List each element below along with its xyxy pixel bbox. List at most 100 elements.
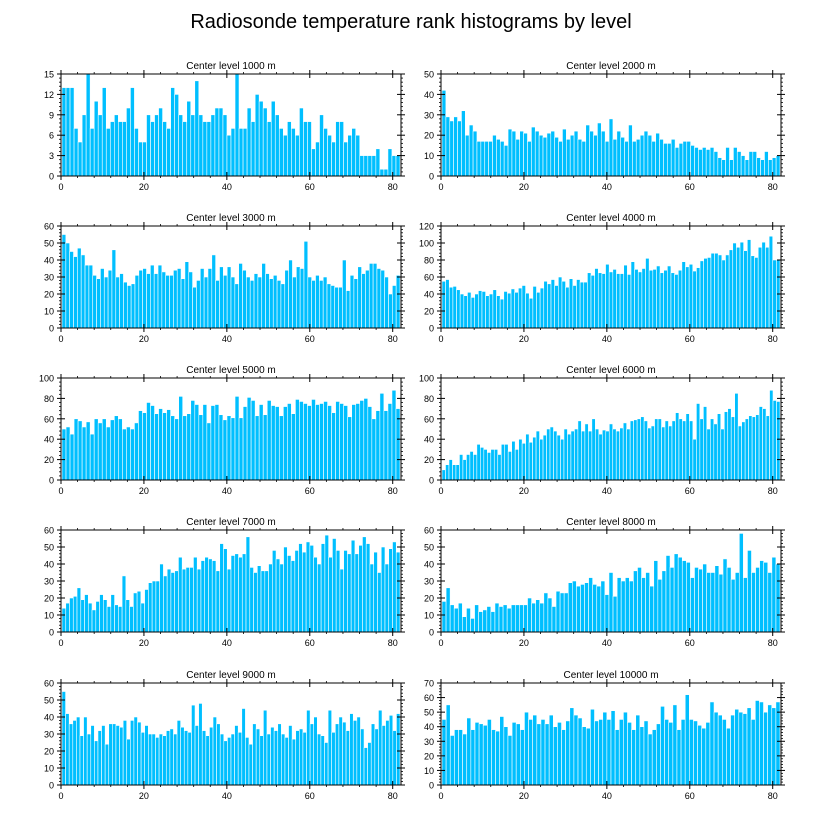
bar (230, 417, 236, 481)
bar (767, 572, 773, 633)
x-tick-label: 0 (58, 791, 63, 801)
bar (322, 276, 328, 329)
bar (454, 729, 459, 786)
y-tick-label: 15 (44, 70, 54, 80)
bar (595, 428, 600, 481)
bar (303, 121, 308, 177)
bar (525, 292, 530, 329)
bar (561, 729, 566, 786)
bar (594, 268, 599, 329)
y-tick-label: 20 (424, 131, 434, 141)
bar (118, 418, 123, 481)
bar (737, 425, 742, 481)
bar (511, 130, 517, 177)
bar (73, 256, 78, 329)
bar (577, 717, 583, 786)
bar (480, 447, 485, 481)
bar (159, 563, 164, 633)
panel-title: Center level 4000 m (566, 213, 656, 224)
bar (371, 418, 377, 481)
bar (491, 729, 496, 786)
x-tick-label: 80 (768, 486, 778, 496)
bar (661, 570, 667, 633)
y-tick-label: 60 (44, 526, 54, 536)
bar (114, 114, 119, 177)
bar (457, 602, 463, 633)
bar (532, 714, 538, 786)
x-tick-label: 40 (222, 791, 232, 801)
y-tick-label: 80 (44, 394, 54, 404)
bar (342, 259, 347, 329)
bar (328, 556, 333, 633)
bar (554, 136, 559, 177)
bar (629, 580, 634, 633)
bar (496, 138, 501, 177)
bar (547, 283, 552, 329)
bar (696, 403, 701, 481)
bar (514, 449, 519, 481)
bar (510, 288, 515, 329)
bar (468, 124, 474, 177)
bar (651, 729, 657, 786)
bar (482, 609, 488, 633)
bar (302, 731, 307, 786)
panel-8: Center level 8000 m 0 10 20 30 40 50 60 0 20 40 60 8… (424, 517, 785, 648)
bar (343, 141, 348, 177)
bar (755, 567, 760, 633)
bar (534, 130, 540, 177)
bar (368, 263, 374, 329)
bar (500, 443, 506, 481)
bar (234, 553, 239, 633)
bar (713, 711, 719, 786)
bar (339, 121, 344, 177)
bar (331, 731, 336, 786)
bar (717, 714, 723, 786)
bar (166, 409, 171, 481)
bar (714, 565, 720, 633)
bar (585, 727, 591, 786)
bar (565, 720, 571, 786)
bar (268, 563, 273, 633)
bar (307, 121, 312, 177)
bar (556, 434, 561, 481)
bar (315, 141, 320, 177)
bar (357, 266, 362, 329)
bar (77, 141, 83, 177)
bar (103, 276, 109, 329)
bar (681, 261, 686, 329)
bar (291, 413, 296, 481)
bar (205, 735, 210, 786)
bar (283, 134, 288, 177)
bar (130, 87, 135, 177)
x-tick-label: 80 (768, 791, 778, 801)
bar (532, 286, 537, 329)
bar (463, 295, 468, 329)
bar (739, 241, 744, 329)
bar (726, 567, 732, 633)
bar (592, 584, 598, 633)
y-tick-label: 60 (424, 526, 434, 536)
bar (157, 264, 163, 329)
bar (97, 114, 103, 177)
bar (717, 254, 723, 329)
bar (114, 604, 119, 633)
bar (246, 397, 252, 481)
bar (94, 740, 99, 786)
bar (528, 441, 533, 481)
bar (597, 272, 603, 329)
bar (278, 128, 284, 177)
bar (467, 291, 472, 329)
bar (192, 286, 197, 329)
bar (572, 580, 577, 633)
bar (299, 107, 304, 177)
bar (89, 128, 95, 177)
bar (133, 716, 138, 786)
bar (188, 271, 193, 329)
bar (137, 721, 142, 786)
bar (170, 415, 175, 481)
bar (699, 418, 704, 481)
bar (667, 265, 672, 329)
bar (208, 558, 213, 633)
bar (253, 273, 259, 329)
